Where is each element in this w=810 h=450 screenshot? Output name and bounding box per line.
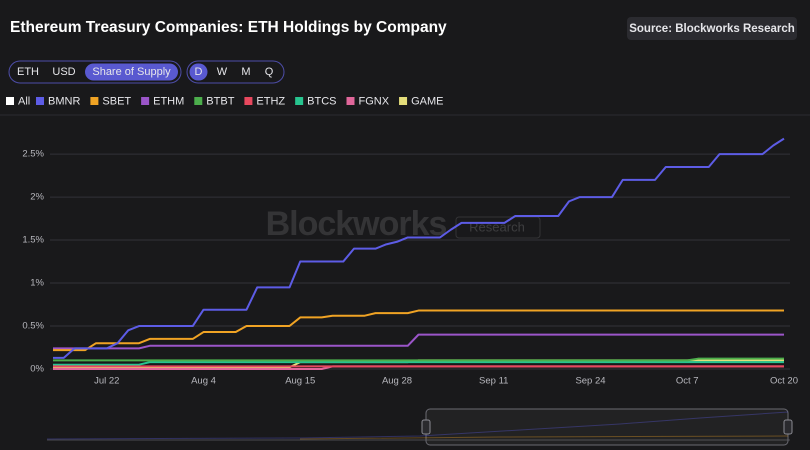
series-line xyxy=(53,357,784,362)
legend-swatch[interactable] xyxy=(6,97,14,105)
unit-button[interactable]: Share of Supply xyxy=(92,66,171,78)
x-tick-label: Sep 24 xyxy=(575,376,605,387)
unit-active-pill xyxy=(85,63,178,81)
legend-label[interactable]: BTCS xyxy=(307,95,336,107)
y-tick-label: 0% xyxy=(30,364,44,375)
x-tick-label: Oct 20 xyxy=(770,376,798,387)
navigator-trace xyxy=(299,435,789,440)
y-tick-label: 1.5% xyxy=(22,235,44,246)
legend-label[interactable]: SBET xyxy=(102,95,131,107)
y-tick-label: 0.5% xyxy=(22,321,44,332)
y-tick-label: 2% xyxy=(30,192,44,203)
source-text: Source: Blockworks Research xyxy=(629,23,795,35)
period-toggle xyxy=(186,60,285,84)
series-line xyxy=(53,361,784,366)
navigator-window[interactable] xyxy=(425,408,789,446)
x-tick-label: Aug 28 xyxy=(382,376,412,387)
navigator-trace xyxy=(46,411,789,440)
legend-label[interactable]: ETHM xyxy=(153,95,184,107)
period-button[interactable]: M xyxy=(241,66,250,78)
x-tick-label: Aug 15 xyxy=(285,376,315,387)
x-tick-label: Aug 4 xyxy=(191,376,216,387)
legend-label[interactable]: FGNX xyxy=(359,95,390,107)
navigator xyxy=(46,408,793,446)
legend-swatch[interactable] xyxy=(244,97,253,105)
x-tick-label: Sep 11 xyxy=(479,376,508,387)
period-button[interactable]: Q xyxy=(265,66,274,78)
series-line xyxy=(53,309,784,352)
period-button[interactable]: D xyxy=(195,66,203,78)
navigator-handle[interactable] xyxy=(783,419,793,435)
legend-label[interactable]: GAME xyxy=(411,95,443,107)
source-badge[interactable] xyxy=(627,17,797,40)
period-active-pill xyxy=(189,63,208,81)
chart-title: Ethereum Treasury Companies: ETH Holding… xyxy=(10,19,447,36)
series-line xyxy=(53,137,785,359)
legend-swatch[interactable] xyxy=(295,97,304,105)
y-tick-label: 2.5% xyxy=(22,149,44,160)
legend-label[interactable]: All xyxy=(18,95,30,107)
legend-swatch[interactable] xyxy=(141,97,150,105)
unit-button[interactable]: ETH xyxy=(17,66,39,78)
legend-swatch[interactable] xyxy=(346,97,355,105)
navigator-handle[interactable] xyxy=(421,419,431,435)
y-tick-label: 1% xyxy=(30,278,44,289)
series-line xyxy=(53,333,784,350)
legend-swatch[interactable] xyxy=(36,97,44,105)
unit-toggle xyxy=(8,60,182,84)
legend-label[interactable]: ETHZ xyxy=(256,95,285,107)
legend-swatch[interactable] xyxy=(399,97,408,105)
watermark: Research xyxy=(469,219,525,234)
legend-label[interactable]: BMNR xyxy=(48,95,80,107)
x-tick-label: Jul 22 xyxy=(94,376,119,387)
unit-button[interactable]: USD xyxy=(52,66,75,78)
x-tick-label: Oct 7 xyxy=(676,376,699,387)
legend-swatch[interactable] xyxy=(194,97,203,105)
legend-swatch[interactable] xyxy=(90,97,99,105)
lines xyxy=(53,137,785,370)
period-button[interactable]: W xyxy=(217,66,228,78)
legend-label[interactable]: BTBT xyxy=(206,95,234,107)
